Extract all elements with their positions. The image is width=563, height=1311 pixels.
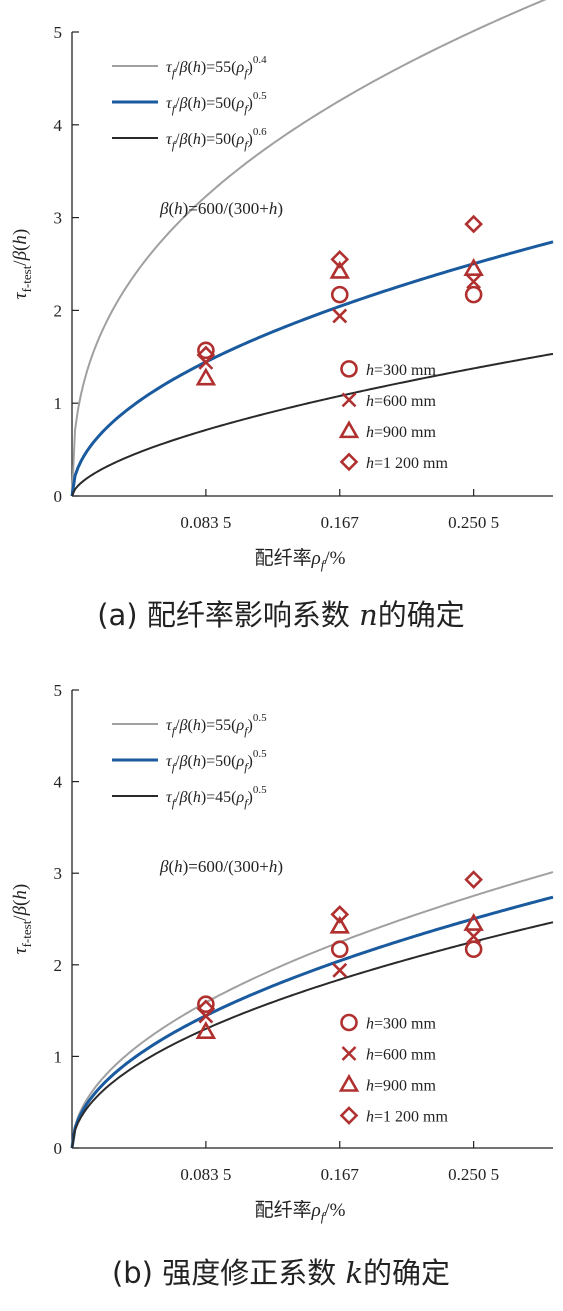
data-point-triangle: [195, 367, 217, 386]
x-axis-label: 配纤率ρf/%: [255, 547, 346, 572]
legend-series-label: h=600 mm: [366, 393, 436, 410]
y-tick-label: 1: [54, 1047, 63, 1066]
data-point-diamond: [196, 345, 216, 365]
y-tick-label: 4: [54, 773, 63, 792]
fit-curve-line: [71, 0, 547, 497]
data-point-triangle: [329, 260, 350, 279]
legend-series-label: h=600 mm: [366, 1047, 436, 1064]
fit-curve-line: [70, 240, 554, 497]
data-point-diamond: [330, 250, 350, 269]
y-tick-label: 2: [54, 301, 63, 320]
y-tick-label: 0: [54, 487, 63, 506]
data-point-circle: [197, 995, 215, 1013]
y-tick-label: 2: [54, 956, 63, 975]
legend-curve-label: τf/β(h)=45(ρf)0.5: [166, 784, 267, 810]
legend-curve-label: τf/β(h)=50(ρf)0.5: [166, 90, 267, 116]
x-tick-label: 0.083 5: [180, 513, 231, 532]
legend-series-label: h=1 200 mm: [366, 455, 448, 472]
legend-marker-x: [341, 392, 357, 408]
figure-caption: (a) 配纤率影响系数 n的确定: [97, 598, 465, 632]
legend-series-label: h=300 mm: [366, 362, 436, 379]
y-tick-label: 4: [54, 116, 63, 135]
x-tick-label: 0.250 5: [448, 1165, 499, 1184]
y-tick-label: 1: [54, 394, 63, 413]
legend-marker-triangle: [338, 420, 360, 439]
y-tick-label: 5: [54, 23, 63, 42]
x-tick-label: 0.167: [321, 513, 360, 532]
fit-curve-line: [71, 352, 554, 497]
x-axis-label: 配纤率ρf/%: [255, 1199, 346, 1224]
data-point-circle: [464, 285, 483, 304]
legend-series-label: h=900 mm: [366, 424, 436, 441]
fit-curve-line: [71, 871, 554, 1149]
data-point-diamond: [464, 214, 483, 234]
legend-curve-label: τf/β(h)=55(ρf)0.4: [166, 54, 267, 80]
data-point-x: [332, 962, 348, 978]
y-tick-label: 3: [54, 864, 63, 883]
x-tick-label: 0.083 5: [180, 1165, 231, 1184]
legend-curve-label: τf/β(h)=55(ρf)0.5: [166, 712, 267, 738]
legend-marker-circle: [340, 360, 358, 378]
data-point-diamond: [464, 870, 483, 889]
legend-series-label: h=300 mm: [366, 1016, 436, 1033]
chart-a: 0 1 2 3 4 5 0.083 5 0.167 0.250 5 配纤率ρf/% τf-test/…: [10, 0, 554, 632]
y-tick-label: 0: [54, 1139, 63, 1158]
data-point-circle: [330, 940, 349, 959]
x-tick-label: 0.250 5: [448, 513, 499, 532]
data-point-x: [466, 274, 482, 290]
data-point-circle: [197, 341, 215, 360]
legend-curve-label: τf/β(h)=50(ρf)0.6: [166, 126, 267, 152]
legend-marker-diamond: [339, 452, 359, 472]
figure-caption: (b) 强度修正系数 k的确定: [112, 1256, 450, 1290]
data-point-triangle: [329, 915, 350, 934]
x-tick-label: 0.167: [321, 1165, 360, 1184]
y-tick-label: 3: [54, 209, 63, 228]
data-point-circle: [330, 285, 349, 304]
data-point-diamond: [330, 905, 350, 924]
legend-curve-label: τf/β(h)=50(ρf)0.5: [166, 748, 267, 774]
fit-curve-line: [71, 921, 554, 1149]
y-axis-label: τf-test/β(h): [10, 229, 34, 299]
legend-marker-circle: [340, 1013, 358, 1032]
data-point-triangle: [195, 1021, 217, 1039]
data-point-triangle: [463, 258, 484, 276]
legend-marker-triangle: [338, 1073, 360, 1092]
legend-series-label: h=1 200 mm: [366, 1109, 448, 1126]
legend-series-label: h=900 mm: [366, 1078, 436, 1095]
data-point-x: [332, 308, 348, 324]
data-point-diamond: [196, 999, 216, 1019]
y-tick-label: 5: [54, 681, 63, 700]
chart-b: 0 1 2 3 4 5 0.083 5 0.167 0.250 5 配纤率ρf/% τf-test/…: [10, 681, 554, 1290]
fit-curve-line: [70, 895, 554, 1149]
legend-marker-x: [341, 1046, 357, 1061]
legend-marker-diamond: [339, 1106, 359, 1125]
data-point-triangle: [463, 912, 484, 931]
y-axis-label: τf-test/β(h): [10, 884, 34, 954]
beta-annotation: β(h)=600/(300+h): [159, 857, 283, 876]
data-point-circle: [464, 940, 483, 959]
beta-annotation: β(h)=600/(300+h): [159, 199, 283, 218]
data-point-x: [466, 928, 482, 944]
